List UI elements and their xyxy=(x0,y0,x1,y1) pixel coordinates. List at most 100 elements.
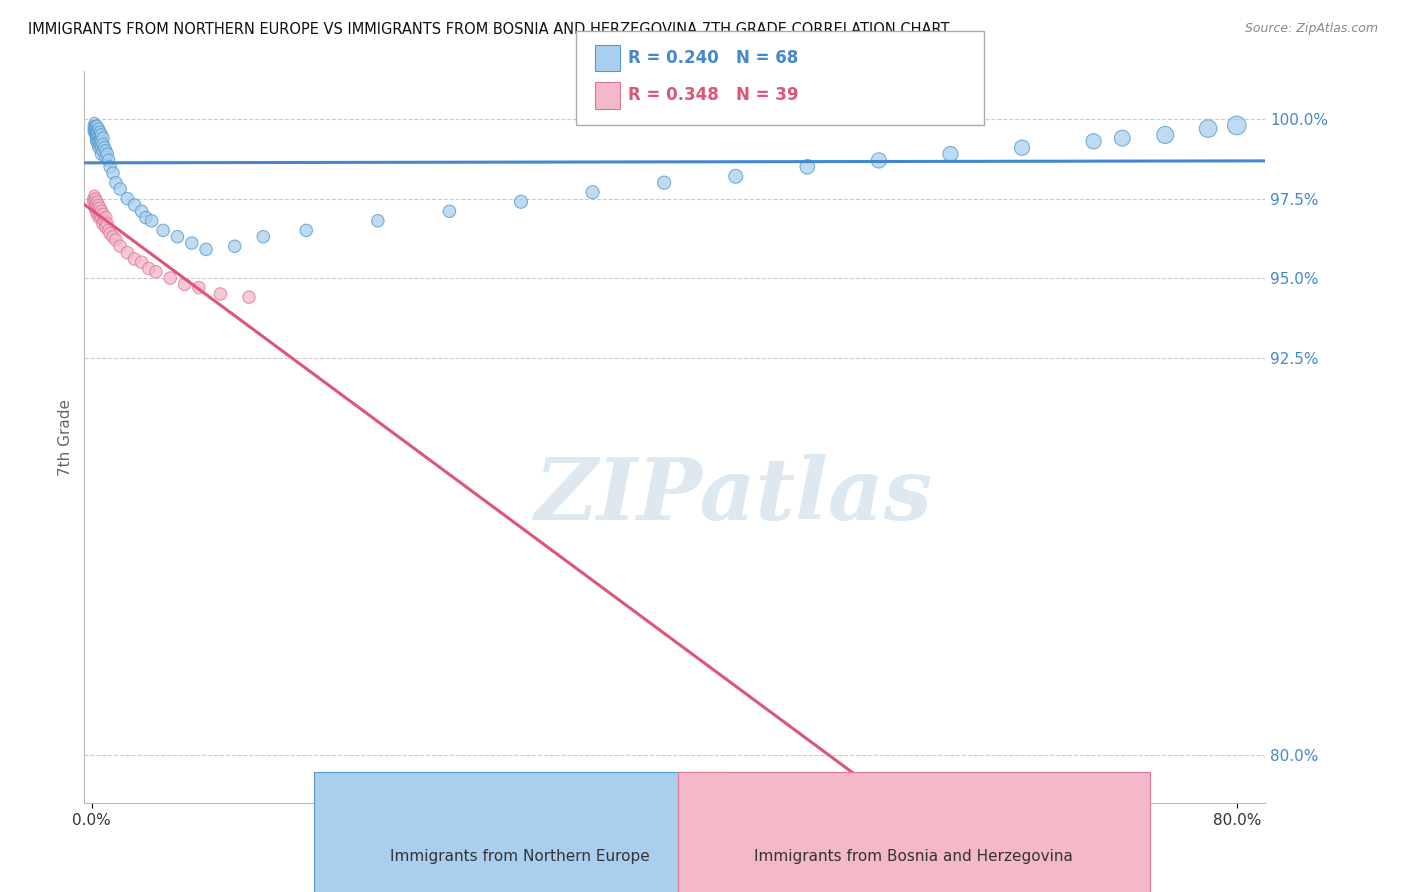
Point xyxy=(84,125,107,139)
Point xyxy=(83,115,105,129)
Point xyxy=(224,239,246,253)
Point xyxy=(82,194,104,209)
Point xyxy=(83,121,105,136)
Point xyxy=(145,265,167,279)
Text: Immigrants from Northern Europe: Immigrants from Northern Europe xyxy=(391,849,650,863)
Point xyxy=(117,192,139,206)
Point xyxy=(87,198,110,212)
Point xyxy=(91,144,114,158)
Point xyxy=(83,128,105,142)
Point xyxy=(94,211,117,225)
Point xyxy=(87,128,110,142)
Point xyxy=(152,223,174,237)
Point xyxy=(86,137,108,152)
Point xyxy=(94,220,117,235)
Point xyxy=(1011,141,1033,155)
Point xyxy=(87,211,110,225)
Point xyxy=(82,121,104,136)
Point xyxy=(131,204,153,219)
Point xyxy=(124,198,146,212)
Point xyxy=(90,134,112,148)
Point xyxy=(141,214,163,228)
Point xyxy=(83,125,105,139)
Point xyxy=(724,169,747,184)
Point xyxy=(868,153,890,168)
Point xyxy=(131,255,153,269)
Point xyxy=(90,204,112,219)
Point xyxy=(84,134,107,148)
Point xyxy=(1083,134,1105,148)
Point xyxy=(84,119,107,133)
Point xyxy=(93,141,115,155)
Point xyxy=(1154,128,1177,142)
Point xyxy=(97,153,120,168)
Y-axis label: 7th Grade: 7th Grade xyxy=(58,399,73,475)
Point xyxy=(1111,131,1133,145)
Text: ZIPatlas: ZIPatlas xyxy=(534,454,934,537)
Point xyxy=(104,233,127,247)
Point xyxy=(89,201,111,215)
Point xyxy=(86,207,108,221)
Point xyxy=(796,160,818,174)
Point xyxy=(1197,121,1219,136)
Point xyxy=(86,125,108,139)
Point xyxy=(90,147,112,161)
Point xyxy=(83,119,105,133)
Point xyxy=(91,207,114,221)
Point xyxy=(238,290,260,304)
Text: Immigrants from Bosnia and Herzegovina: Immigrants from Bosnia and Herzegovina xyxy=(755,849,1073,863)
Point xyxy=(94,150,117,164)
Point xyxy=(252,229,274,244)
Point xyxy=(84,131,107,145)
Point xyxy=(90,141,112,155)
Point xyxy=(1226,119,1249,133)
Point xyxy=(91,131,114,145)
Point xyxy=(90,211,112,225)
Point xyxy=(209,287,232,301)
Point xyxy=(159,271,181,285)
Point xyxy=(135,211,157,225)
Point xyxy=(84,192,107,206)
Point xyxy=(82,125,104,139)
Point xyxy=(94,144,117,158)
Point xyxy=(84,128,107,142)
Point xyxy=(83,194,105,209)
Point xyxy=(439,204,461,219)
Point xyxy=(367,214,389,228)
Point xyxy=(108,182,131,196)
Point xyxy=(101,166,124,180)
Point xyxy=(101,229,124,244)
Point xyxy=(108,239,131,253)
Point xyxy=(180,236,202,251)
Point xyxy=(86,134,108,148)
Point xyxy=(195,243,218,257)
Point xyxy=(187,280,209,294)
Point xyxy=(939,147,962,161)
Point xyxy=(83,201,105,215)
Text: R = 0.348   N = 39: R = 0.348 N = 39 xyxy=(628,87,799,104)
Point xyxy=(91,217,114,231)
Point xyxy=(581,185,603,199)
Point xyxy=(173,277,195,292)
Point xyxy=(87,121,110,136)
Point xyxy=(83,188,105,202)
Point xyxy=(510,194,533,209)
Point xyxy=(652,176,675,190)
Point xyxy=(82,119,104,133)
Point xyxy=(117,245,139,260)
Point xyxy=(138,261,160,276)
Point xyxy=(91,137,114,152)
Point xyxy=(104,176,127,190)
Text: R = 0.240   N = 68: R = 0.240 N = 68 xyxy=(628,49,799,67)
Point xyxy=(93,214,115,228)
Point xyxy=(97,223,120,237)
Point xyxy=(90,128,112,142)
Point xyxy=(89,125,111,139)
Point xyxy=(98,160,121,174)
Text: Source: ZipAtlas.com: Source: ZipAtlas.com xyxy=(1244,22,1378,36)
Point xyxy=(89,131,111,145)
Point xyxy=(89,207,111,221)
Point xyxy=(86,194,108,209)
Point xyxy=(86,201,108,215)
Point xyxy=(96,147,118,161)
